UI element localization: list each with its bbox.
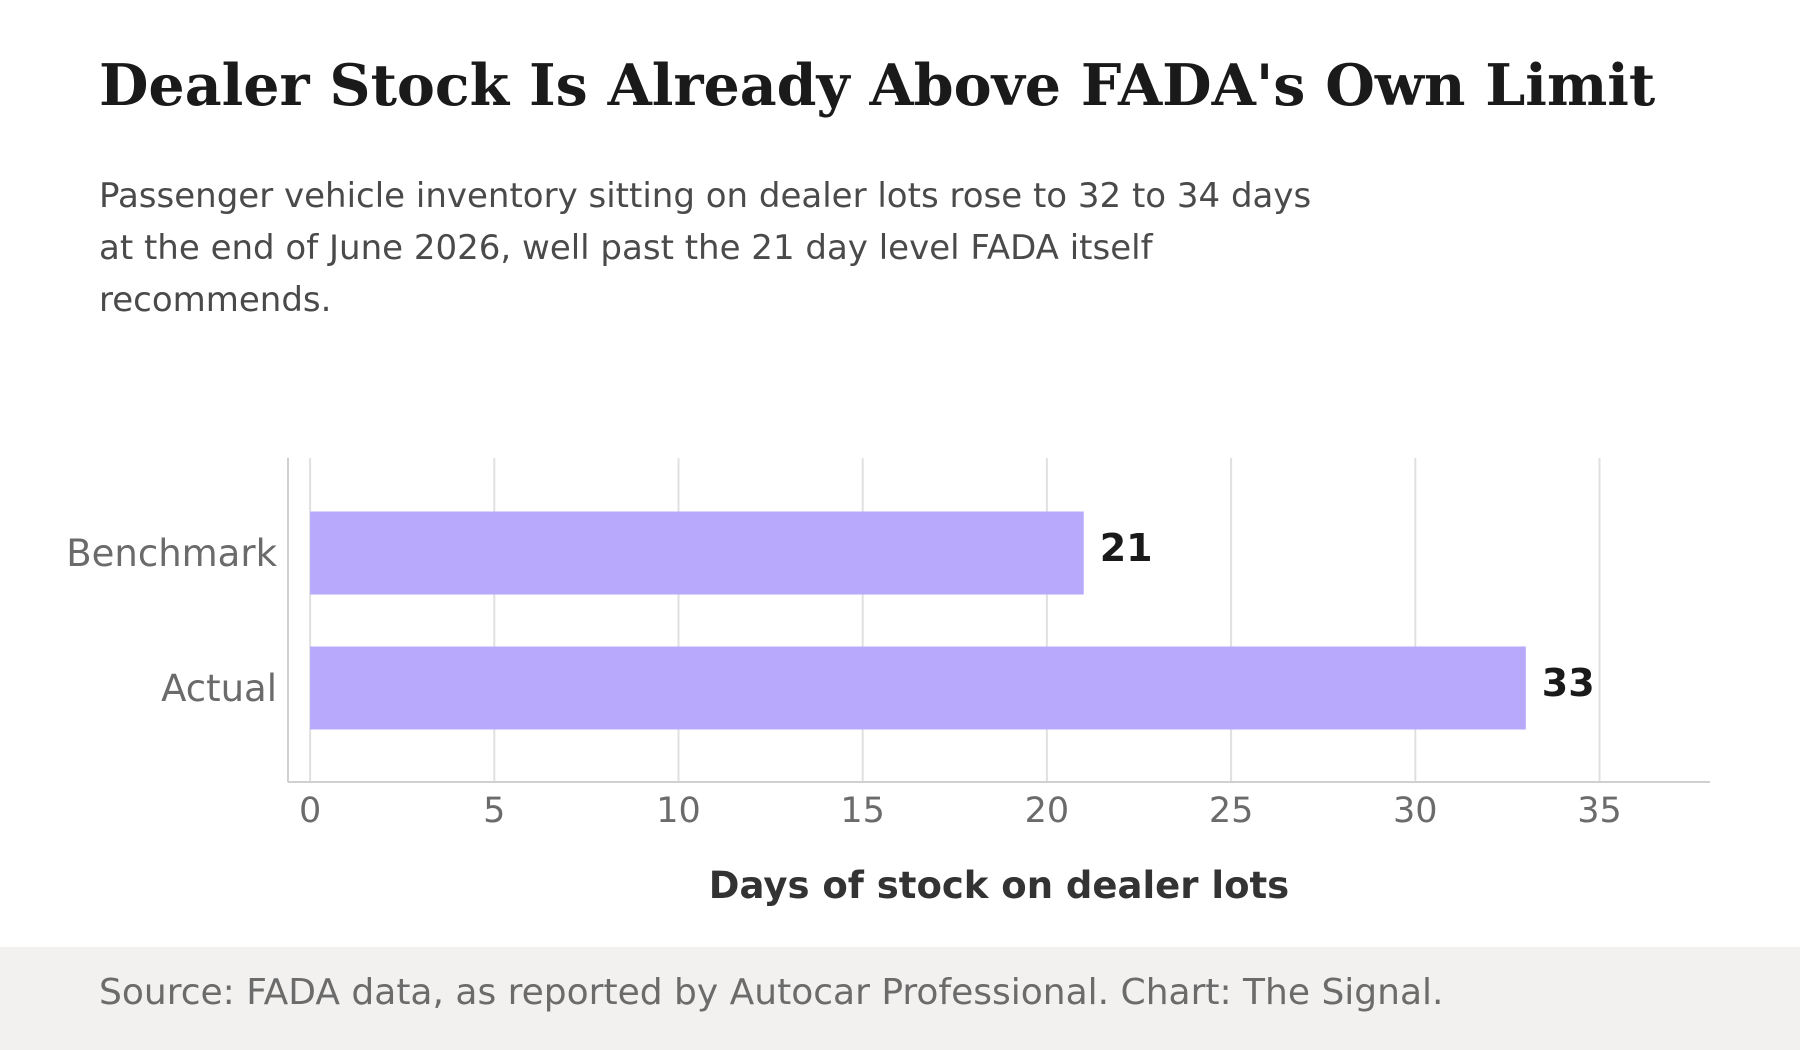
bar-value-label: 33 bbox=[1542, 661, 1595, 705]
x-tick-label: 5 bbox=[483, 791, 505, 831]
axes bbox=[287, 458, 1710, 783]
chart-subtitle: Passenger vehicle inventory sitting on d… bbox=[99, 176, 1312, 320]
source-footer: Source: FADA data, as reported by Autoca… bbox=[0, 947, 1800, 1050]
x-tick-label: 0 bbox=[299, 791, 321, 831]
bar-value-label: 21 bbox=[1100, 526, 1153, 570]
chart-title: Dealer Stock Is Already Above FADA's Own… bbox=[99, 52, 1656, 119]
x-tick-label: 15 bbox=[840, 791, 885, 831]
labels: 0 5 10 15 20 25 30 35 Benchmark 21 Actual 33 bbox=[66, 526, 1622, 831]
x-tick-label: 30 bbox=[1393, 791, 1438, 831]
bars bbox=[310, 511, 1526, 730]
x-tick-label: 25 bbox=[1209, 791, 1254, 831]
x-tick-label: 20 bbox=[1025, 791, 1070, 831]
bar bbox=[310, 646, 1526, 730]
bar bbox=[310, 511, 1084, 595]
gridlines bbox=[309, 458, 1601, 782]
y-category-label: Actual bbox=[161, 667, 277, 710]
source-note: Source: FADA data, as reported by Autoca… bbox=[99, 972, 1444, 1013]
x-axis-title: Days of stock on dealer lots bbox=[709, 864, 1289, 907]
x-tick-label: 35 bbox=[1577, 791, 1622, 831]
x-tick-label: 10 bbox=[656, 791, 701, 831]
bar-chart: 0 5 10 15 20 25 30 35 Benchmark 21 Actual 33 Days o… bbox=[66, 458, 1710, 907]
y-category-label: Benchmark bbox=[66, 532, 277, 575]
